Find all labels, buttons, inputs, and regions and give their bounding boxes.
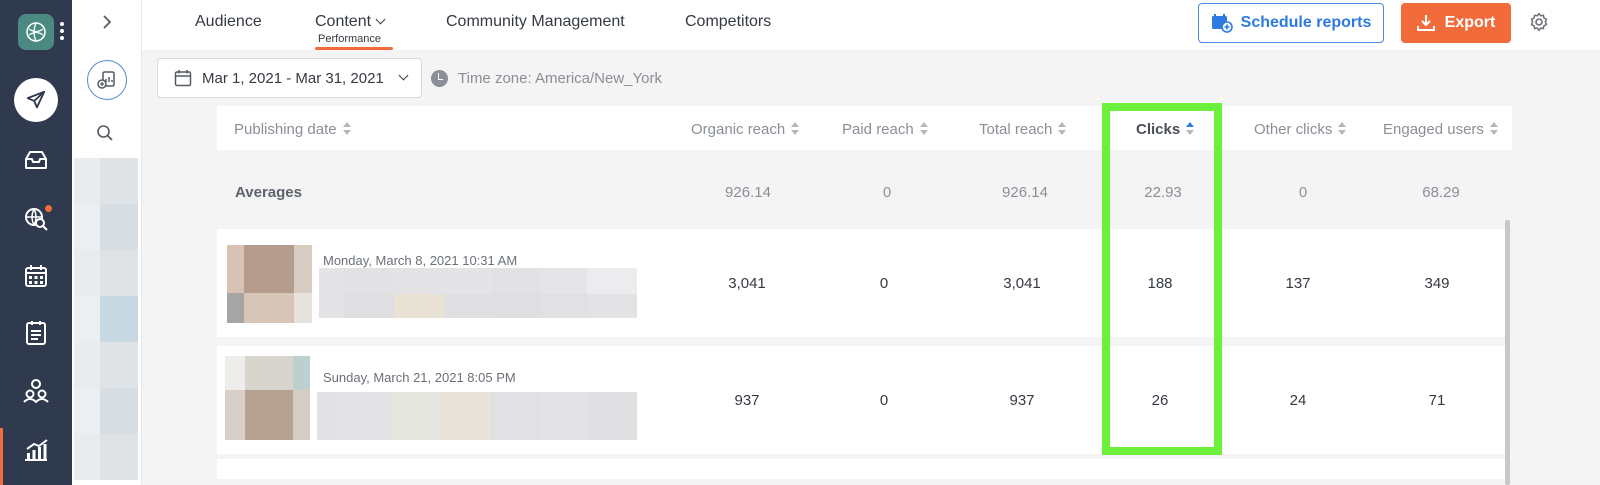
add-report-button[interactable] xyxy=(87,60,127,100)
tab-label: Competitors xyxy=(685,13,772,30)
cell-clicks: 26 xyxy=(1151,392,1169,409)
active-tab-underline xyxy=(315,47,393,50)
table-row[interactable] xyxy=(217,459,1507,479)
clicks-column-highlight xyxy=(1102,103,1222,455)
column-total-reach[interactable]: Total reach xyxy=(979,121,1067,138)
active-indicator xyxy=(0,428,3,485)
vertical-scrollbar[interactable] xyxy=(1505,220,1510,485)
chevron-down-icon xyxy=(398,70,409,80)
column-label: Organic reach xyxy=(691,121,786,138)
tasks-icon[interactable] xyxy=(16,313,56,353)
column-label: Total reach xyxy=(979,121,1053,138)
more-icon[interactable] xyxy=(60,22,64,40)
post-text-blurred xyxy=(317,392,637,440)
search-icon[interactable] xyxy=(96,124,116,144)
avg-organic-reach: 926.14 xyxy=(725,184,771,201)
column-label: Publishing date xyxy=(234,121,337,138)
sort-icon xyxy=(791,121,800,137)
schedule-reports-button[interactable]: Schedule reports xyxy=(1198,3,1384,43)
post-thumbnail xyxy=(227,245,312,323)
table-header: Publishing date Organic reach Paid reach… xyxy=(217,106,1512,150)
gear-icon[interactable] xyxy=(1529,12,1549,32)
blurred-report-list xyxy=(74,158,138,485)
cell-total-reach: 3,041 xyxy=(1003,275,1041,292)
calendar-icon xyxy=(174,70,192,87)
post-text-blurred xyxy=(319,268,637,318)
left-rail xyxy=(0,0,72,485)
cell-organic-reach: 3,041 xyxy=(728,275,766,292)
download-icon xyxy=(1416,15,1435,31)
cell-paid-reach: 0 xyxy=(879,275,889,292)
sort-icon xyxy=(342,121,351,137)
publish-date: Monday, March 8, 2021 10:31 AM xyxy=(323,253,518,268)
averages-row: Averages 926.14 0 926.14 22.93 0 68.29 xyxy=(217,150,1512,224)
timezone-text: Time zone: America/New_York xyxy=(458,70,662,87)
chevron-right-icon[interactable] xyxy=(97,10,117,34)
calendar-icon[interactable] xyxy=(16,256,56,296)
cell-total-reach: 937 xyxy=(1009,392,1035,409)
timezone-info: Time zone: America/New_York xyxy=(431,70,662,87)
column-paid-reach[interactable]: Paid reach xyxy=(842,121,928,138)
schedule-reports-label: Schedule reports xyxy=(1240,14,1372,31)
clock-icon xyxy=(431,70,448,87)
tab-label: Audience xyxy=(195,13,262,30)
date-range-picker[interactable]: Mar 1, 2021 - Mar 31, 2021 xyxy=(157,58,422,98)
secondary-panel xyxy=(72,0,142,485)
inbox-icon[interactable] xyxy=(16,140,56,180)
column-label: Clicks xyxy=(1136,121,1181,138)
avg-total-reach: 926.14 xyxy=(1002,184,1048,201)
cell-other-clicks: 24 xyxy=(1289,392,1307,409)
tab-audience[interactable]: Audience xyxy=(195,13,262,31)
column-publishing-date[interactable]: Publishing date xyxy=(234,121,351,138)
cell-clicks: 188 xyxy=(1147,275,1173,292)
averages-label: Averages xyxy=(235,184,302,201)
sort-icon xyxy=(1058,121,1067,137)
team-icon[interactable] xyxy=(16,370,56,410)
avg-clicks: 22.93 xyxy=(1144,184,1182,201)
cell-paid-reach: 0 xyxy=(879,392,889,409)
cell-engaged-users: 71 xyxy=(1428,392,1446,409)
listening-icon[interactable] xyxy=(16,198,56,238)
send-icon[interactable] xyxy=(14,78,58,122)
sort-ascending-icon xyxy=(1186,121,1195,137)
date-range-text: Mar 1, 2021 - Mar 31, 2021 xyxy=(202,69,384,87)
column-engaged-users[interactable]: Engaged users xyxy=(1383,121,1498,138)
column-label: Other clicks xyxy=(1254,121,1333,138)
avg-engaged-users: 68.29 xyxy=(1422,184,1460,201)
avg-other-clicks: 0 xyxy=(1298,184,1308,201)
notification-dot xyxy=(44,204,53,213)
table-row[interactable]: Monday, March 8, 2021 10:31 AM 3,041 0 3… xyxy=(217,229,1507,337)
cell-organic-reach: 937 xyxy=(734,392,760,409)
report-add-icon xyxy=(97,71,115,89)
table-row[interactable]: Sunday, March 21, 2021 8:05 PM 937 0 937… xyxy=(217,346,1507,454)
calendar-plus-icon xyxy=(1211,14,1233,33)
column-clicks[interactable]: Clicks xyxy=(1136,121,1195,138)
column-other-clicks[interactable]: Other clicks xyxy=(1254,121,1347,138)
tab-competitors[interactable]: Competitors xyxy=(685,13,771,31)
top-nav: Audience Content Performance Community M… xyxy=(142,0,1600,50)
export-label: Export xyxy=(1444,14,1496,31)
sort-icon xyxy=(1489,121,1498,137)
tab-community-management[interactable]: Community Management xyxy=(446,13,625,31)
avg-paid-reach: 0 xyxy=(882,184,892,201)
cell-other-clicks: 137 xyxy=(1285,275,1311,292)
tab-sublabel: Performance xyxy=(318,33,382,45)
reports-icon[interactable] xyxy=(16,430,56,470)
publish-date: Sunday, March 21, 2021 8:05 PM xyxy=(323,370,516,385)
chevron-down-icon xyxy=(375,14,386,25)
logo-icon[interactable] xyxy=(18,14,54,50)
column-label: Engaged users xyxy=(1383,121,1484,138)
column-organic-reach[interactable]: Organic reach xyxy=(691,121,800,138)
tab-label: Community Management xyxy=(446,13,625,30)
tab-label: Content xyxy=(315,13,372,30)
sort-icon xyxy=(1338,121,1347,137)
sort-icon xyxy=(919,121,928,137)
export-button[interactable]: Export xyxy=(1401,3,1511,43)
tab-content[interactable]: Content Performance xyxy=(315,13,393,50)
post-thumbnail xyxy=(225,356,310,440)
column-label: Paid reach xyxy=(842,121,914,138)
cell-engaged-users: 349 xyxy=(1424,275,1450,292)
